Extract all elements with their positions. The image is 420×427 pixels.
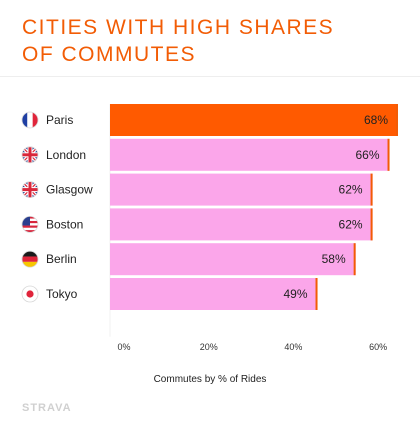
- value-label-paris: 68%: [364, 113, 388, 127]
- bar-edge-glasgow: [370, 173, 373, 206]
- brand-logo: STRAVA: [22, 402, 72, 414]
- bar-glasgow: [110, 173, 373, 206]
- bar-edge-tokyo: [315, 278, 318, 310]
- japan-flag-icon: [21, 285, 39, 303]
- value-label-boston: 62%: [339, 217, 363, 231]
- bar-paris: [110, 104, 398, 136]
- category-label-london: London: [46, 148, 86, 162]
- category-label-boston: Boston: [46, 217, 83, 231]
- x-tick-label: 40%: [284, 342, 302, 352]
- x-tick-label: 0%: [117, 342, 130, 352]
- chart-title-line-1: CITIES WITH HIGH SHARES: [22, 16, 335, 39]
- bar-edge-paris: [396, 104, 398, 136]
- bar-edge-berlin: [353, 243, 356, 276]
- x-tick-label: 20%: [200, 342, 218, 352]
- bar-edge-boston: [370, 208, 373, 241]
- chart-title: CITIES WITH HIGH SHARES OF COMMUTES: [22, 14, 402, 68]
- value-label-glasgow: 62%: [339, 183, 363, 197]
- category-label-tokyo: Tokyo: [46, 287, 78, 301]
- bar-edge-london: [387, 138, 390, 171]
- x-tick-label: 60%: [369, 342, 387, 352]
- uk-flag-icon: [21, 181, 39, 199]
- category-label-glasgow: Glasgow: [46, 183, 93, 197]
- category-label-berlin: Berlin: [46, 252, 77, 266]
- uk-flag-icon: [21, 146, 39, 164]
- value-label-tokyo: 49%: [283, 287, 307, 301]
- title-divider: [0, 76, 420, 77]
- usa-flag-icon: [21, 215, 39, 233]
- bar-berlin: [110, 243, 356, 276]
- france-flag-icon: [21, 111, 39, 129]
- bar-tokyo: [110, 278, 318, 310]
- germany-flag-icon: [21, 250, 39, 268]
- value-label-berlin: 58%: [322, 252, 346, 266]
- value-label-london: 66%: [355, 148, 379, 162]
- x-axis-label: Commutes by % of Rides: [153, 374, 267, 385]
- bar-london: [110, 138, 390, 171]
- category-label-paris: Paris: [46, 113, 73, 127]
- chart-title-line-2: OF COMMUTES: [22, 43, 196, 66]
- bar-boston: [110, 208, 373, 241]
